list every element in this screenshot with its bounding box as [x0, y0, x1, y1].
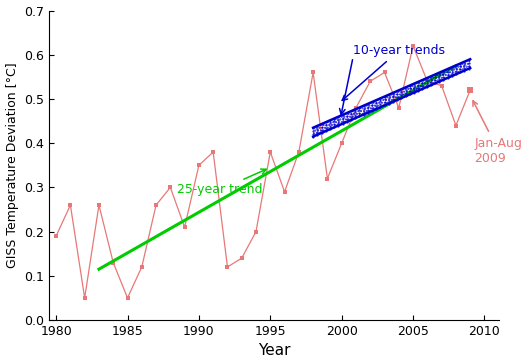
Text: 25-year trend: 25-year trend — [178, 169, 266, 196]
X-axis label: Year: Year — [258, 344, 290, 359]
Text: Jan-Aug
2009: Jan-Aug 2009 — [473, 101, 523, 165]
Y-axis label: GISS Temperature Deviation [°C]: GISS Temperature Deviation [°C] — [5, 63, 19, 268]
Text: 10-year trends: 10-year trends — [342, 44, 445, 100]
